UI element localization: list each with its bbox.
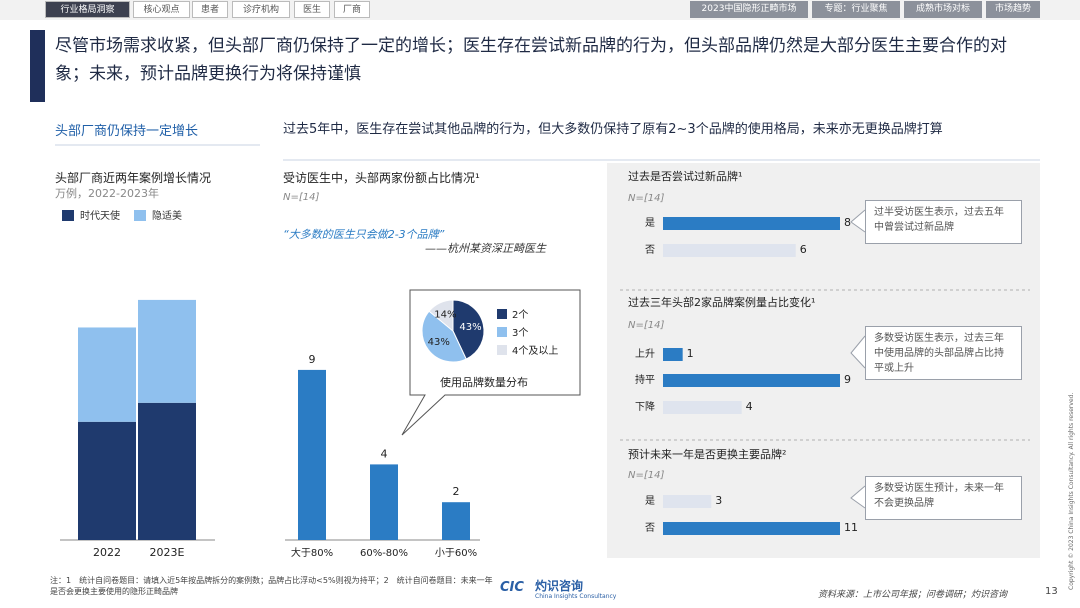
nav-tab[interactable]: 市场趋势	[986, 1, 1040, 18]
value-label: 9	[309, 353, 316, 366]
nav-tab[interactable]: 医生	[294, 1, 330, 18]
nav-tab[interactable]: 诊疗机构	[232, 1, 290, 18]
nav-tab[interactable]: 患者	[192, 1, 228, 18]
pie-slice	[421, 310, 467, 363]
callout: 过半受访医生表示，过去五年中曾尝试过新品牌	[865, 200, 1022, 244]
section-header: 过去5年中，医生存在尝试其他品牌的行为，但大多数仍保持了原有2~3个品牌的使用格…	[283, 122, 943, 137]
bar	[663, 401, 742, 414]
logo-english: China Insights Consultancy	[535, 593, 617, 600]
sample-size: N=[14]	[283, 192, 320, 203]
nav-tab[interactable]: 厂商	[334, 1, 370, 18]
y-tick-label: 下降	[635, 400, 655, 413]
y-tick-label: 否	[645, 522, 655, 534]
sample-size: N=[14]	[628, 470, 665, 481]
y-tick-label: 持平	[635, 373, 655, 386]
bar-segment	[78, 327, 136, 422]
y-tick-label: 是	[645, 495, 655, 507]
slice-label: 43%	[428, 337, 450, 348]
bar-segment	[138, 402, 196, 540]
bar	[663, 244, 796, 257]
bar	[370, 464, 398, 540]
copyright: Copyright © 2023 China Insights Consulta…	[1068, 392, 1075, 590]
value-label: 1	[687, 347, 694, 360]
legend-label: 4个及以上	[512, 345, 558, 357]
sample-size: N=[14]	[628, 193, 665, 204]
value-label: 4	[746, 400, 753, 413]
legend-swatch	[497, 345, 507, 355]
bar	[663, 348, 683, 361]
legend-swatch	[497, 327, 507, 337]
pie-title: 使用品牌数量分布	[440, 376, 528, 389]
value-label: 9	[844, 373, 851, 386]
value-label: 2	[453, 485, 460, 498]
value-label: 11	[844, 521, 858, 534]
pie-slice	[452, 299, 485, 360]
chart-title: 受访医生中，头部两家份额占比情况¹	[283, 171, 480, 185]
x-tick-label: 小于60%	[435, 547, 477, 559]
bar	[663, 374, 840, 387]
pie-slice	[428, 299, 454, 333]
callout: 多数受访医生表示，过去三年中使用品牌的头部品牌占比持平或上升	[865, 326, 1022, 380]
callout-tail	[850, 485, 866, 509]
bar-segment	[138, 299, 196, 403]
page-number: 13	[1045, 586, 1058, 597]
y-tick-label: 否	[645, 244, 655, 256]
sample-size: N=[14]	[628, 320, 665, 331]
chart-title: 预计未来一年是否更换主要品牌²	[628, 448, 787, 461]
logo-name: 灼识咨询	[535, 579, 584, 593]
logo-mark: CIC	[500, 580, 524, 595]
quote: “大多数的医生只会做2-3个品牌”	[283, 228, 445, 241]
legend-label: 时代天使	[80, 209, 120, 222]
title-accent	[30, 30, 45, 102]
nav-tab[interactable]: 核心观点	[133, 1, 190, 18]
bar-segment	[78, 421, 136, 540]
bar	[663, 522, 840, 535]
chart-title: 过去是否尝试过新品牌¹	[628, 170, 743, 183]
legend-label: 2个	[512, 309, 528, 321]
bar	[298, 369, 326, 540]
nav-tab[interactable]: 行业格局洞察	[45, 1, 130, 18]
bar	[663, 495, 712, 508]
callout-tail	[850, 335, 866, 369]
legend-swatch	[62, 210, 74, 221]
nav-tab[interactable]: 2023中国隐形正畸市场	[690, 1, 808, 18]
chart-title: 过去三年头部2家品牌案例量占比变化¹	[628, 296, 816, 309]
legend-swatch	[134, 210, 146, 221]
value-label: 6	[800, 243, 807, 256]
slice-label: 14%	[434, 310, 456, 321]
x-tick-label: 2022	[93, 546, 121, 559]
callout-tail	[850, 209, 866, 233]
chart-subtitle: 万例，2022-2023年	[55, 187, 159, 200]
section-header: 头部厂商仍保持一定增长	[55, 124, 199, 139]
slide-title: 尽管市场需求收紧，但头部厂商仍保持了一定的增长；医生存在尝试新品牌的行为，但头部…	[55, 36, 1007, 84]
bar	[663, 217, 840, 230]
y-tick-label: 上升	[635, 348, 655, 360]
x-tick-label: 大于80%	[291, 546, 333, 559]
x-tick-label: 60%-80%	[360, 548, 408, 559]
chart-title: 头部厂商近两年案例增长情况	[55, 171, 212, 185]
legend-swatch	[497, 309, 507, 319]
value-label: 3	[715, 494, 722, 507]
callout: 多数受访医生预计，未来一年不会更换品牌	[865, 476, 1022, 520]
footnote: 注：1 统计自问卷题目：请填入近5年按品牌拆分的案例数；品牌占比浮动<5%则视为…	[50, 576, 493, 596]
slice-label: 43%	[459, 322, 481, 333]
quote-source: ——杭州某资深正畸医生	[425, 242, 546, 255]
source: 资料来源：上市公司年报；问卷调研；灼识咨询	[818, 590, 1008, 600]
value-label: 8	[844, 216, 851, 229]
nav-tab[interactable]: 专题：行业聚焦	[812, 1, 900, 18]
legend-label: 隐适美	[152, 209, 182, 222]
bar	[442, 502, 470, 540]
nav-tab[interactable]: 成熟市场对标	[904, 1, 982, 18]
y-tick-label: 是	[645, 217, 655, 229]
x-tick-label: 2023E	[150, 546, 185, 559]
legend-label: 3个	[512, 327, 528, 339]
value-label: 4	[381, 447, 388, 460]
